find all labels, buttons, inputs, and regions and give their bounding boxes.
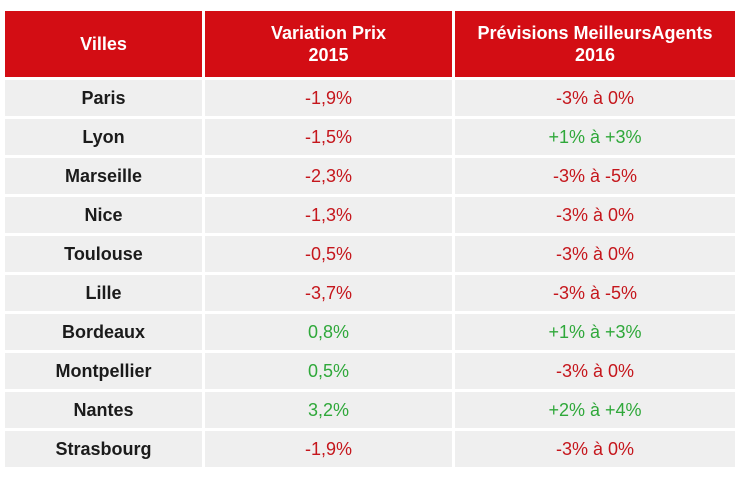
header-variation-line2: 2015: [308, 45, 349, 65]
header-cities-label: Villes: [80, 34, 127, 54]
table-row: Lyon -1,5% +1% à +3%: [5, 119, 735, 155]
header-forecast-line2: 2016: [574, 45, 616, 65]
variation-cell: 0,8%: [205, 314, 452, 350]
table-row: Marseille -2,3% -3% à -5%: [5, 158, 735, 194]
header-forecast: Prévisions MeilleursAgents 2016: [455, 11, 735, 77]
variation-cell: -2,3%: [205, 158, 452, 194]
table-row: Paris -1,9% -3% à 0%: [5, 80, 735, 116]
forecast-cell: -3% à -5%: [455, 158, 735, 194]
table-row: Bordeaux 0,8% +1% à +3%: [5, 314, 735, 350]
forecast-cell: -3% à -5%: [455, 275, 735, 311]
variation-cell: -3,7%: [205, 275, 452, 311]
forecast-cell: -3% à 0%: [455, 431, 735, 467]
variation-cell: 0,5%: [205, 353, 452, 389]
city-cell: Lille: [5, 275, 202, 311]
variation-cell: -0,5%: [205, 236, 452, 272]
city-cell: Strasbourg: [5, 431, 202, 467]
city-cell: Bordeaux: [5, 314, 202, 350]
variation-cell: -1,5%: [205, 119, 452, 155]
forecast-cell: -3% à 0%: [455, 353, 735, 389]
header-forecast-line1: Prévisions MeilleursAgents: [477, 23, 713, 43]
table-row: Strasbourg -1,9% -3% à 0%: [5, 431, 735, 467]
header-variation-line1: Variation Prix: [270, 23, 387, 43]
table-row: Lille -3,7% -3% à -5%: [5, 275, 735, 311]
city-cell: Montpellier: [5, 353, 202, 389]
header-cities: Villes: [5, 11, 202, 77]
variation-cell: -1,9%: [205, 431, 452, 467]
table-header-row: Villes Variation Prix 2015 Prévisions Me…: [5, 11, 735, 77]
city-cell: Nice: [5, 197, 202, 233]
city-cell: Marseille: [5, 158, 202, 194]
forecast-cell: +1% à +3%: [455, 119, 735, 155]
city-cell: Paris: [5, 80, 202, 116]
forecast-cell: -3% à 0%: [455, 236, 735, 272]
table-row: Nice -1,3% -3% à 0%: [5, 197, 735, 233]
forecast-cell: -3% à 0%: [455, 197, 735, 233]
table-body: Paris -1,9% -3% à 0% Lyon -1,5% +1% à +3% Mars…: [5, 80, 735, 467]
table-row: Montpellier 0,5% -3% à 0%: [5, 353, 735, 389]
forecast-cell: +2% à +4%: [455, 392, 735, 428]
forecast-cell: +1% à +3%: [455, 314, 735, 350]
header-variation: Variation Prix 2015: [205, 11, 452, 77]
price-forecast-table: Villes Variation Prix 2015 Prévisions Me…: [2, 8, 738, 470]
city-cell: Nantes: [5, 392, 202, 428]
variation-cell: -1,3%: [205, 197, 452, 233]
table-row: Nantes 3,2% +2% à +4%: [5, 392, 735, 428]
variation-cell: 3,2%: [205, 392, 452, 428]
variation-cell: -1,9%: [205, 80, 452, 116]
forecast-cell: -3% à 0%: [455, 80, 735, 116]
table-row: Toulouse -0,5% -3% à 0%: [5, 236, 735, 272]
city-cell: Toulouse: [5, 236, 202, 272]
city-cell: Lyon: [5, 119, 202, 155]
